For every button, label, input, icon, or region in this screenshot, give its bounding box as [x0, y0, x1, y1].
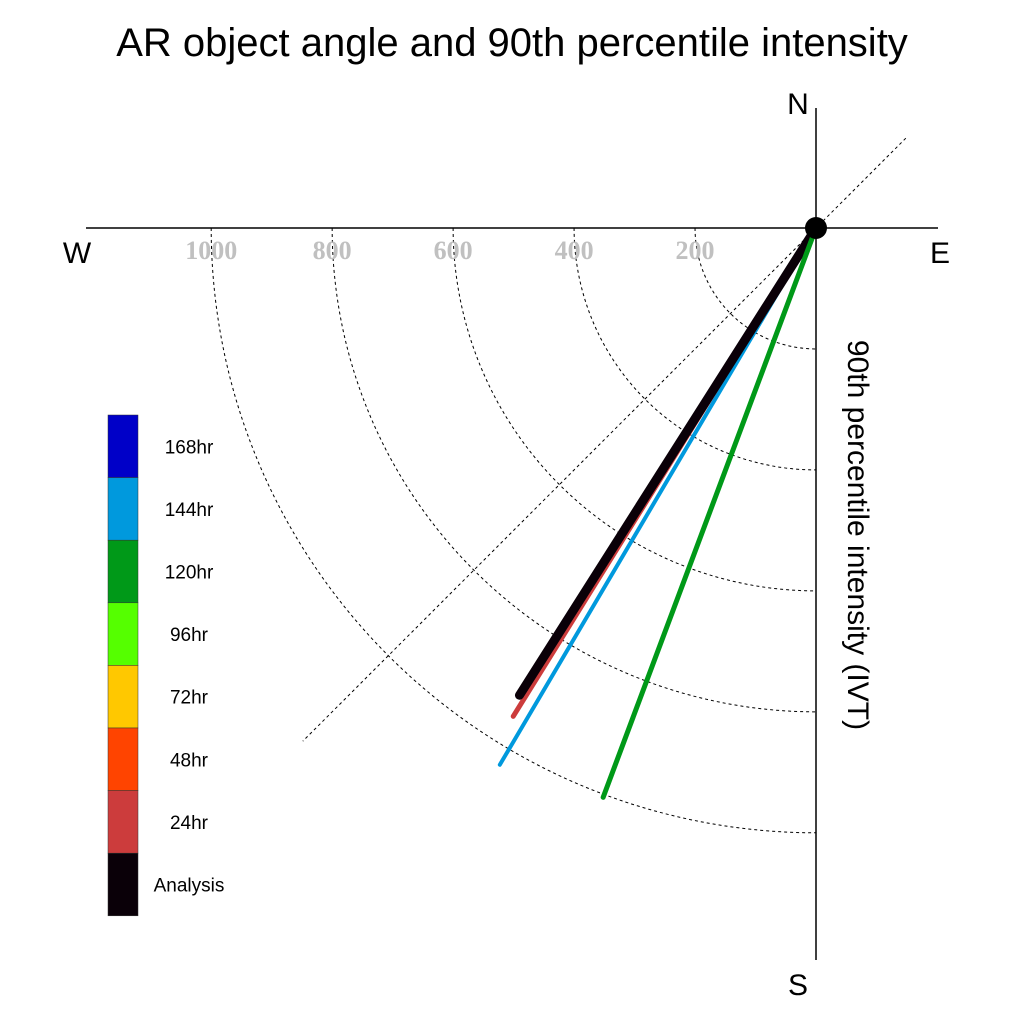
legend-swatch [107, 727, 139, 791]
compass-north-label: N [787, 88, 809, 121]
legend-swatch [107, 477, 139, 541]
tick-label: 200 [676, 236, 715, 265]
compass-west-label: W [63, 237, 92, 270]
chart-title: AR object angle and 90th percentile inte… [116, 21, 908, 65]
compass-east-label: E [930, 237, 950, 270]
legend-label: 96hr [170, 625, 209, 646]
legend: 168hr 144hr 120hr 96hr 72hr 48hr 24hr Analysis [107, 414, 225, 917]
tick-label: 800 [313, 236, 352, 265]
legend-label: 168hr [165, 437, 214, 458]
grid-arc [210, 227, 817, 834]
series-lines [497, 223, 821, 800]
series-line [514, 223, 821, 700]
grid-arc [694, 227, 817, 350]
legend-swatch [107, 790, 139, 854]
compass-south-label: S [788, 969, 808, 1002]
tick-label: 1000 [185, 236, 237, 265]
legend-swatch [107, 602, 139, 666]
tick-label: 600 [434, 236, 473, 265]
legend-swatch [107, 414, 139, 478]
legend-label: 144hr [165, 500, 214, 521]
legend-swatch [107, 852, 139, 917]
legend-label: 48hr [170, 750, 209, 771]
grid-arc [452, 227, 817, 592]
grid-arc [331, 227, 817, 713]
polar-grid [210, 137, 907, 834]
diagonal-guide [302, 137, 907, 742]
legend-swatch [107, 539, 139, 604]
legend-label: Analysis [154, 876, 225, 897]
grid-arc [573, 227, 817, 471]
legend-label: 24hr [170, 813, 209, 834]
legend-label: 120hr [165, 563, 214, 584]
radial-tick-labels: 200 400 600 800 1000 [185, 236, 714, 265]
tick-label: 400 [555, 236, 594, 265]
y-axis-label: 90th percentile intensity (IVT) [841, 340, 874, 730]
center-marker [805, 217, 827, 239]
series-line [600, 225, 819, 800]
legend-label: 72hr [170, 688, 209, 709]
legend-swatch [107, 665, 139, 729]
